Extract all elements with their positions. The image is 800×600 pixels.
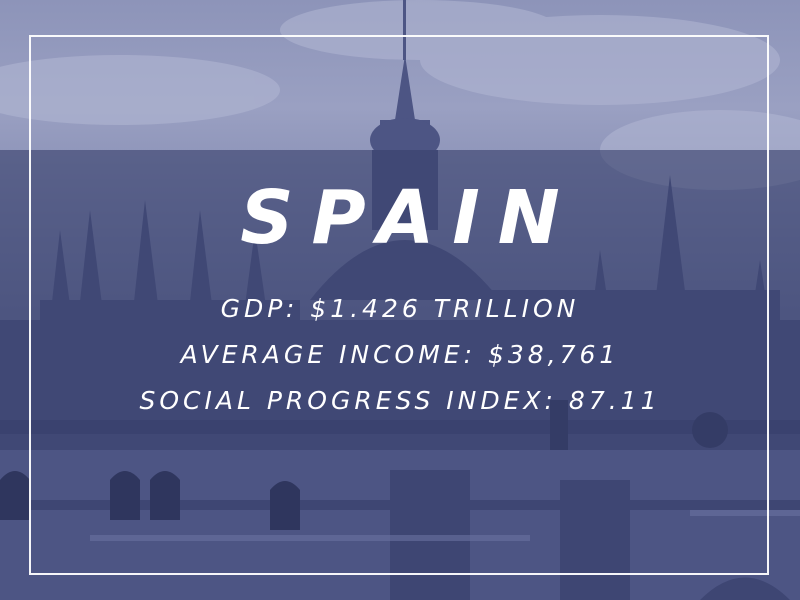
average-income-stat: AVERAGE INCOME: $38,761	[180, 340, 620, 369]
social-progress-index-stat: SOCIAL PROGRESS INDEX: 87.11	[139, 386, 661, 415]
balustrade	[90, 510, 800, 541]
title-band	[0, 150, 800, 450]
country-title: SPAIN	[240, 175, 578, 261]
white-frame-border	[29, 35, 769, 575]
gdp-stat: GDP: $1.426 TRILLION	[220, 294, 580, 323]
